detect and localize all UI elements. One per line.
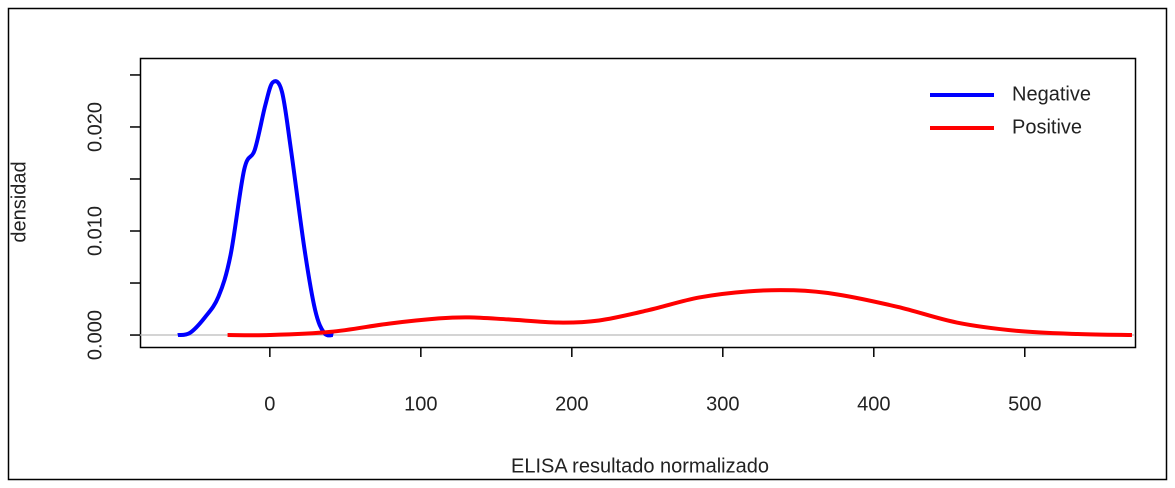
x-tick-label: 100 [404, 393, 437, 415]
x-tick-label: 0 [264, 393, 275, 415]
x-axis-label: ELISA resultado normalizado [511, 455, 769, 477]
plot-area [177, 79, 1133, 338]
x-tick-label: 400 [857, 393, 890, 415]
x-tick-label: 200 [555, 393, 588, 415]
plot-box [139, 57, 1137, 349]
x-tick-label: 500 [1008, 393, 1041, 415]
legend-label: Negative [1012, 83, 1091, 105]
legend-label: Positive [1012, 116, 1082, 138]
y-tick-label: 0.020 [84, 102, 106, 152]
y-tick-label: 0.000 [84, 310, 106, 360]
x-tick-label: 300 [706, 393, 739, 415]
density-line [227, 288, 1133, 338]
frame [7, 7, 1168, 481]
density-line [177, 79, 334, 338]
y-axis-label: densidad [8, 161, 30, 242]
y-tick-label: 0.010 [84, 206, 106, 256]
